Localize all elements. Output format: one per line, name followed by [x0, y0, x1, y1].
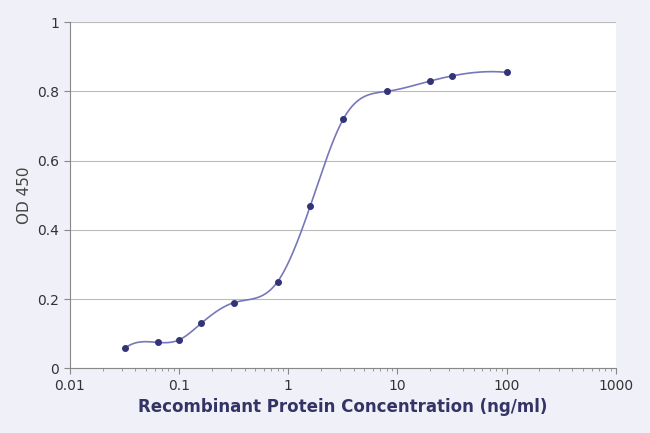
- Point: [501, 69, 512, 76]
- Point: [174, 336, 184, 343]
- Point: [382, 88, 392, 95]
- Point: [447, 72, 458, 79]
- Y-axis label: OD 450: OD 450: [17, 167, 32, 224]
- Point: [196, 320, 206, 327]
- Point: [306, 202, 316, 209]
- Point: [425, 78, 436, 84]
- X-axis label: Recombinant Protein Concentration (ng/ml): Recombinant Protein Concentration (ng/ml…: [138, 398, 547, 417]
- Point: [272, 278, 283, 285]
- Point: [338, 116, 348, 123]
- Point: [120, 345, 130, 352]
- Point: [153, 339, 163, 346]
- Point: [229, 299, 239, 306]
